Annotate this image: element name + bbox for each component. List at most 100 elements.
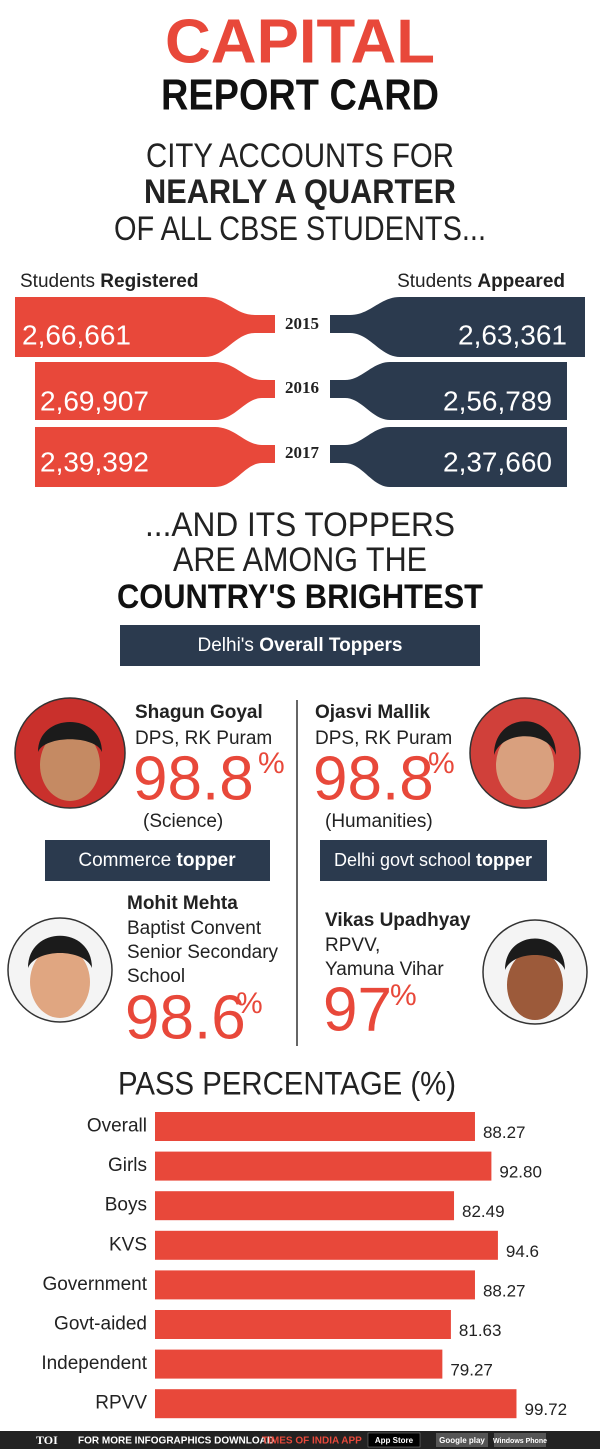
footer-text: FOR MORE INFOGRAPHICS DOWNLOAD: [78, 1436, 274, 1447]
year: 2015: [285, 314, 319, 333]
photo: [14, 697, 126, 809]
bar: [155, 1310, 451, 1339]
label-part: Commerce: [78, 850, 176, 871]
label-part: topper: [476, 850, 532, 870]
topper-name: Vikas Upadhyay: [325, 910, 471, 931]
score-unit: %: [390, 979, 417, 1012]
heading-line: CITY ACCOUNTS FOR: [146, 137, 454, 175]
chart-title: PASS PERCENTAGE (%): [118, 1065, 456, 1101]
label-part: Students: [20, 271, 100, 292]
value-label: 88.27: [483, 1123, 526, 1142]
heading-line: ...AND ITS TOPPERS: [145, 506, 455, 544]
label-part: Overall Toppers: [259, 635, 402, 656]
appeared: 2,56,789: [443, 385, 552, 416]
category-label: Boys: [105, 1195, 147, 1216]
year: 2017: [285, 443, 320, 462]
topper-name: Mohit Mehta: [127, 893, 238, 914]
value-label: 82.49: [462, 1202, 505, 1221]
value-label: 81.63: [459, 1321, 502, 1340]
photo: [482, 919, 588, 1025]
title: CAPITAL: [165, 7, 435, 76]
value-label: 79.27: [450, 1361, 493, 1380]
label-part: Registered: [100, 271, 198, 292]
topper-school: Senior Secondary: [127, 942, 279, 963]
value-label: 94.6: [506, 1242, 539, 1261]
column-label: Students Appeared: [397, 271, 565, 292]
value-label: 99.72: [524, 1400, 567, 1419]
heading-line: ARE AMONG THE: [173, 541, 427, 579]
topper-score: 98.6: [125, 983, 246, 1052]
badge-text: Google play: [439, 1436, 485, 1445]
column-label: Students Registered: [20, 271, 198, 292]
bottle: [330, 297, 585, 357]
topper-school: DPS, RK Puram: [135, 728, 272, 749]
registered: 2,39,392: [40, 446, 149, 477]
bar: [155, 1191, 455, 1221]
heading-line: OF ALL CBSE STUDENTS...: [114, 210, 486, 248]
bottle: [330, 427, 567, 487]
label-part: Students: [397, 271, 477, 292]
bar: [155, 1389, 517, 1419]
topper-name: Ojasvi Mallik: [315, 702, 431, 723]
value-label: 88.27: [483, 1281, 526, 1300]
topper-name: Shagun Goyal: [135, 702, 263, 723]
banner-text: Delhi's Overall Toppers: [198, 635, 403, 656]
bottle: [15, 297, 275, 357]
bar: [155, 1151, 492, 1181]
footer-app: TIMES OF INDIA APP: [262, 1436, 362, 1447]
label-part: Appeared: [477, 271, 565, 292]
appeared: 2,63,361: [458, 319, 567, 350]
topper-school: Baptist Convent: [127, 918, 262, 939]
label-part: Delhi's: [198, 635, 260, 656]
score-unit: %: [428, 747, 455, 780]
category-label: Independent: [41, 1353, 147, 1374]
registered: 2,66,661: [22, 319, 131, 350]
category-label: KVS: [109, 1234, 147, 1255]
registered: 2,69,907: [40, 385, 149, 416]
topper-stream: (Humanities): [325, 811, 433, 832]
appeared: 2,37,660: [443, 446, 552, 477]
footer-logo: TOI: [36, 1433, 58, 1447]
badge-text: App Store: [375, 1436, 414, 1445]
banner-text: Commerce topper: [78, 850, 236, 871]
score-unit: %: [236, 987, 263, 1020]
category-label: Girls: [108, 1155, 147, 1176]
bar: [155, 1270, 475, 1300]
label-part: Delhi govt school: [334, 850, 476, 870]
heading-line: NEARLY A QUARTER: [144, 173, 456, 211]
bottle: [330, 362, 567, 420]
category-label: Overall: [87, 1116, 147, 1137]
topper-school: DPS, RK Puram: [315, 728, 452, 749]
bar: [155, 1230, 498, 1260]
topper-school: RPVV,: [325, 935, 380, 956]
banner-text: Delhi govt school topper: [334, 850, 532, 870]
badge[interactable]: [436, 1433, 488, 1447]
heading-line: COUNTRY'S BRIGHTEST: [117, 578, 483, 616]
score-unit: %: [258, 747, 285, 780]
banner: [120, 625, 480, 666]
value-label: 92.80: [499, 1163, 542, 1182]
category-label: Govt-aided: [54, 1314, 147, 1335]
label-part: topper: [177, 850, 237, 871]
photo: [7, 917, 113, 1023]
topper-score: 98.8: [313, 744, 434, 813]
subtitle: REPORT CARD: [161, 71, 439, 120]
banner: [320, 840, 547, 881]
category-label: Government: [42, 1274, 147, 1295]
year: 2016: [285, 378, 319, 397]
banner: [45, 840, 270, 881]
bar: [155, 1349, 443, 1379]
bottle: [35, 362, 275, 420]
badge[interactable]: [494, 1433, 546, 1447]
photo: [469, 697, 581, 809]
bar: [155, 1112, 475, 1141]
category-label: RPVV: [95, 1393, 147, 1414]
badge-text: Windows Phone: [493, 1438, 547, 1445]
topper-school: Yamuna Vihar: [325, 959, 444, 980]
bottle: [35, 427, 275, 487]
topper-stream: (Science): [143, 811, 223, 832]
topper-school: School: [127, 966, 185, 987]
topper-score: 97: [323, 975, 392, 1044]
badge[interactable]: [367, 1432, 421, 1448]
